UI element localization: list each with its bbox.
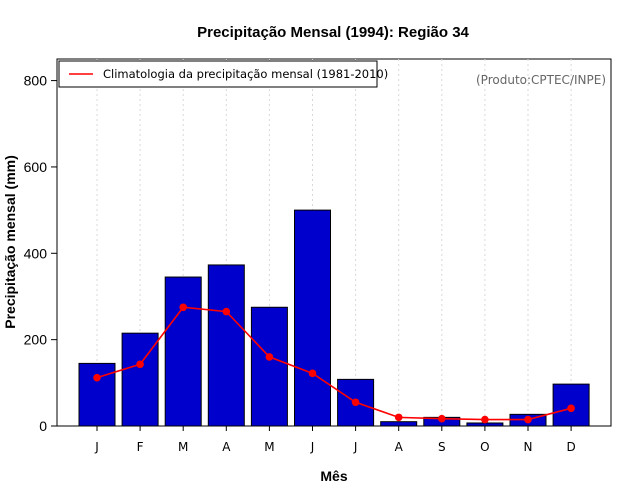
y-tick-label: 600 [24, 159, 48, 175]
y-tick-label: 0 [39, 418, 47, 434]
x-tick-label: S [438, 440, 446, 454]
plot-frame [56, 58, 612, 427]
climatology-point-0 [93, 373, 101, 382]
bar-3 [207, 264, 245, 427]
bar-2 [164, 276, 202, 427]
x-tick-label: F [137, 440, 144, 454]
x-tick-label: J [94, 440, 99, 454]
y-axis-label: Precipitação mensal (mm) [2, 155, 18, 329]
legend: Climatologia da precipitação mensal (198… [58, 60, 388, 88]
legend-box [58, 60, 378, 88]
x-tick-label: J [310, 440, 315, 454]
climatology-point-6 [351, 398, 360, 407]
bar-5 [294, 209, 331, 427]
bars [78, 209, 590, 427]
x-tick-label: N [524, 440, 533, 454]
climatology-line [93, 303, 575, 424]
climatology-point-11 [567, 404, 575, 413]
x-axis-label: Mês [320, 468, 347, 484]
legend-label: Climatologia da precipitação mensal (198… [103, 67, 388, 81]
y-axis: 0 200 400 600 800 [24, 73, 57, 434]
climatology-point-2 [179, 303, 187, 312]
x-tick-label: A [395, 440, 404, 454]
climatology-point-3 [222, 307, 231, 316]
x-tick-label: D [566, 440, 575, 454]
y-tick-label: 400 [24, 245, 48, 261]
bar-0 [78, 362, 116, 427]
climatology-point-8 [438, 414, 446, 423]
source-annotation: (Produto:CPTEC/INPE) [476, 73, 606, 87]
climatology-point-5 [308, 369, 317, 378]
x-tick-label: M [264, 440, 274, 454]
x-tick-label: O [480, 440, 489, 454]
climatology-point-10 [524, 415, 532, 424]
climatology-point-4 [265, 353, 274, 361]
bar-7 [380, 421, 418, 427]
bar-9 [466, 422, 504, 427]
climatology-point-1 [136, 360, 144, 369]
climatology-point-7 [394, 413, 403, 422]
x-tick-label: M [178, 440, 188, 454]
y-tick-label: 800 [24, 73, 48, 89]
climatology-polyline [96, 306, 572, 421]
x-tick-label: J [353, 440, 358, 454]
climatology-point-9 [481, 415, 489, 424]
bar-4 [250, 306, 288, 427]
x-tick-label: A [222, 440, 231, 454]
chart-title: Precipitação Mensal (1994): Região 34 [197, 24, 469, 41]
y-tick-label: 200 [24, 332, 48, 348]
